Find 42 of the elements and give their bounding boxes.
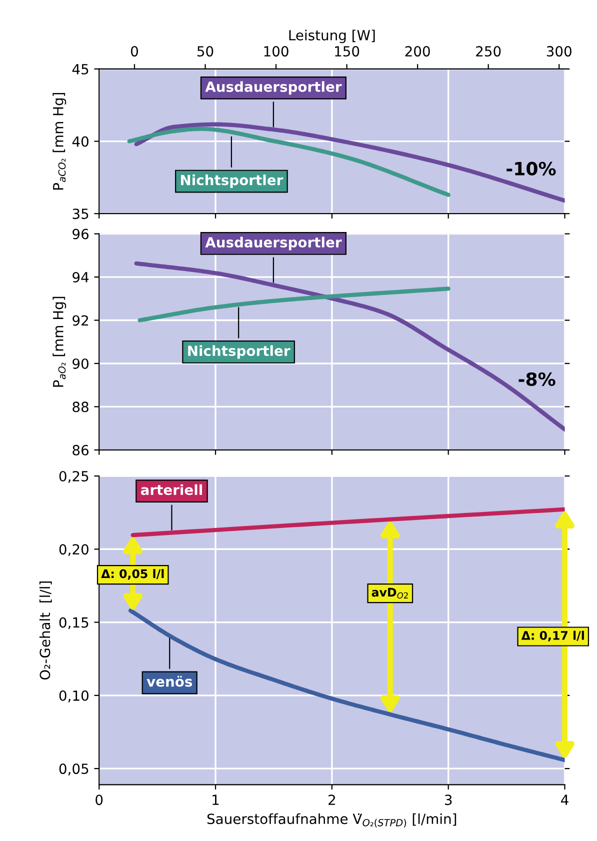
y-tick-label: 40 [72, 136, 88, 147]
y-tick-label: 0,20 [59, 544, 88, 556]
x2-tick-label: 200 [405, 46, 430, 57]
annotation: -10% [506, 162, 556, 176]
annotation: Δ: 0,17 l/l [521, 630, 584, 642]
x2-axis-title: Leistung [W] [289, 30, 375, 44]
y-tick-label: 88 [72, 402, 88, 412]
y-tick-label: 90 [72, 358, 88, 369]
series-label: venös [146, 676, 192, 687]
y-tick-label: 0,05 [59, 764, 88, 776]
y-tick-label: 35 [72, 208, 88, 220]
text: arteriell [140, 484, 202, 496]
annotation: avD$_{O2}$ [372, 588, 408, 599]
x-tick-label: 1 [212, 794, 219, 805]
x-tick-label: 0 [96, 794, 103, 806]
y-tick-label: 92 [72, 315, 88, 326]
text: Nichtsportler [181, 174, 284, 188]
y-axis-title: O₂-Gehalt [l/l] [39, 582, 52, 680]
text: Ausdauersportler [205, 81, 342, 95]
x2-tick-label: 50 [197, 46, 214, 57]
y-tick-label: 45 [72, 64, 88, 74]
y-axis-title: P$_{aCO₂}$ [mm Hg] [52, 92, 66, 190]
y-tick-label: 86 [72, 444, 89, 456]
y-tick-label: 0,15 [59, 617, 88, 630]
x-tick-label: 4 [561, 794, 568, 805]
y-tick-label: 96 [72, 228, 89, 240]
text: Nichtsportler [188, 345, 290, 359]
x-tick-label: 3 [444, 794, 452, 806]
x2-tick-label: 150 [335, 46, 360, 57]
annotation: -8% [518, 372, 556, 386]
series-label: Ausdauersportler [205, 236, 342, 250]
y-tick-label: 0,10 [59, 690, 88, 702]
x2-tick-label: 0 [130, 46, 138, 57]
x-tick-label: 2 [328, 794, 335, 805]
y-axis-title: P$_{aO₂}$ [mm Hg] [52, 296, 66, 387]
x2-tick-label: 250 [476, 46, 501, 57]
annotation: Δ: 0,05 l/l [101, 569, 164, 580]
x2-tick-label: 100 [264, 46, 288, 57]
x-axis-title: Sauerstoffaufnahme V̇$_{O₂(STPD)}$ [l/min] [207, 813, 456, 828]
x2-tick-label: 300 [546, 46, 572, 57]
y-tick-label: 0,25 [59, 470, 88, 483]
y-tick-label: 94 [72, 272, 89, 282]
